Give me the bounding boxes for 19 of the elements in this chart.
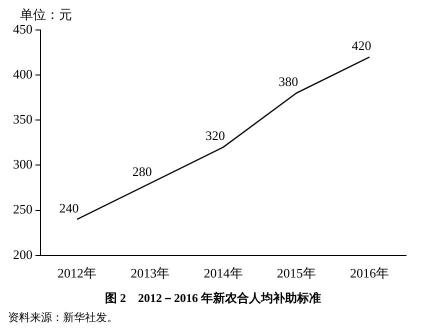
y-tick-label: 400 [13,66,32,82]
x-tick-label: 2016年 [350,266,389,281]
x-tick-label: 2014年 [204,266,243,281]
data-label: 420 [352,38,372,53]
data-label: 240 [59,200,79,216]
y-axis-title: 单位：元 [20,6,72,24]
x-tick-label: 2012年 [58,266,97,281]
y-tick-label: 450 [13,21,32,36]
data-label: 320 [206,128,225,144]
x-tick-label: 2015年 [276,266,316,281]
text: 图 2 2012－2016 年新农合人均补助标准 [104,290,322,307]
y-tick-label: 250 [13,202,32,217]
data-label: 380 [278,74,298,90]
y-tick-label: 300 [13,156,32,172]
y-tick-label: 350 [13,112,32,127]
data-label: 280 [132,164,152,180]
text: 资料来源：新华社发。 [8,310,118,325]
y-tick-label: 200 [13,246,32,262]
x-tick-label: 2013年 [130,266,170,281]
